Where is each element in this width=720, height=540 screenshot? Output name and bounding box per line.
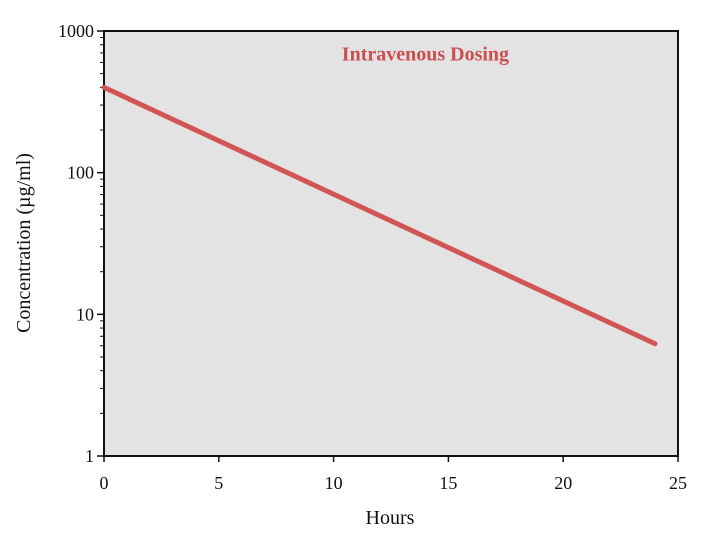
y-tick-label: 100 — [67, 163, 94, 183]
y-tick-label: 1 — [85, 446, 94, 466]
y-tick-label: 10 — [76, 304, 94, 324]
annotation-label: Intravenous Dosing — [342, 43, 509, 65]
x-tick-label: 25 — [669, 473, 687, 493]
x-axis-ticks: 0 5 10 15 20 25 — [100, 456, 687, 493]
y-tick-label: 1000 — [58, 21, 94, 41]
x-axis-title: Hours — [366, 507, 415, 529]
x-tick-label: 5 — [214, 473, 223, 493]
plot-area — [103, 30, 679, 457]
x-tick-label: 0 — [100, 473, 109, 493]
y-axis-title: Concentration (µg/ml) — [13, 153, 35, 333]
x-tick-label: 10 — [325, 473, 343, 493]
y-axis-ticks: 1 10 100 1000 — [58, 21, 104, 466]
series-line — [101, 84, 658, 347]
annotation-layer: Intravenous Dosing — [342, 43, 509, 65]
series-layer — [101, 84, 658, 347]
x-tick-label: 15 — [439, 473, 457, 493]
x-tick-label: 20 — [554, 473, 572, 493]
